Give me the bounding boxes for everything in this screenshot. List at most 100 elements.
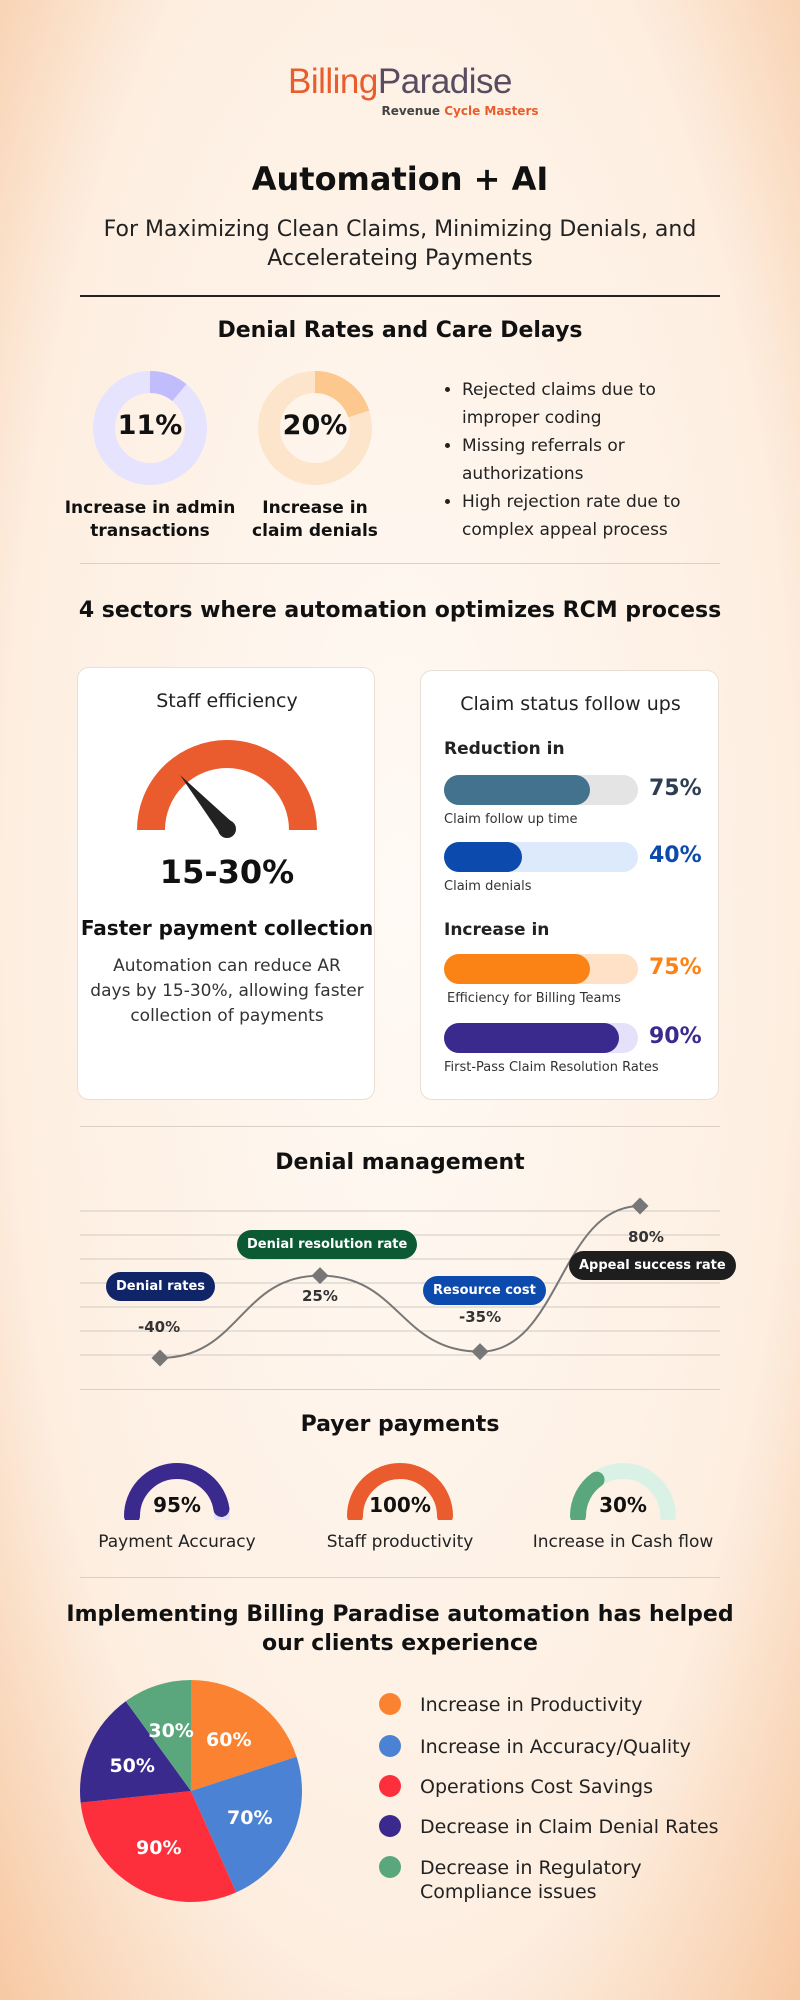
gauge-fill [124, 1462, 230, 1520]
legend-swatch [379, 1815, 401, 1837]
legend-line-1: Decrease in Regulatory [420, 1857, 642, 1879]
metric-value: -40% [138, 1318, 181, 1336]
page-title: Automation + AI [251, 160, 549, 198]
donut-denials-label: Increase in claim denials [225, 497, 405, 543]
pie-slice-label: 70% [227, 1807, 272, 1829]
increase-label: Increase in [444, 920, 550, 940]
legend-line-1: Increase in Productivity [420, 1694, 643, 1716]
data-point-marker [311, 1267, 329, 1285]
section-divider [80, 563, 720, 564]
denial-rates-title: Denial Rates and Care Delays [217, 318, 583, 343]
progress-caption: First-Pass Claim Resolution Rates [444, 1060, 659, 1075]
subtitle-line-1: For Maximizing Clean Claims, Minimizing … [103, 217, 697, 242]
donut-segment [258, 371, 372, 485]
donut-denials-label-1: Increase in [262, 498, 368, 518]
section-divider [80, 1577, 720, 1578]
payer-gauge-value: 100% [369, 1493, 431, 1517]
trend-line [159, 1205, 641, 1359]
data-point-marker [471, 1343, 489, 1361]
logo-tagline: Revenue Cycle Masters [120, 104, 800, 118]
payer-gauge: 30% Increase in Cash flow [513, 1460, 733, 1570]
donut-denials-label-2: claim denials [252, 521, 378, 541]
progress-track [444, 775, 638, 805]
progress-caption: Claim follow up time [444, 812, 578, 827]
gauge-fill [347, 1463, 453, 1520]
progress-caption: Efficiency for Billing Teams [447, 991, 621, 1006]
clients-title-line-2: our clients experience [262, 1631, 538, 1656]
pie-slice [191, 1680, 297, 1791]
payer-gauge-value: 95% [153, 1493, 201, 1517]
staff-efficiency-card: Staff efficiency 15-30% Faster payment c… [77, 667, 375, 1100]
pie-slice-label: 60% [206, 1729, 251, 1751]
payer-gauge-arc [347, 1463, 453, 1520]
donut-denials-chart [258, 371, 372, 485]
legend-item: Increase in Productivity [379, 1693, 739, 1717]
donut-admin-chart [93, 371, 207, 485]
metric-value: 80% [628, 1228, 664, 1246]
legend-swatch [379, 1775, 401, 1797]
legend-item: Increase in Accuracy/Quality [379, 1735, 739, 1759]
sectors-title: 4 sectors where automation optimizes RCM… [78, 598, 722, 623]
donut-segment [93, 371, 207, 485]
logo-tag-part1: Revenue [381, 104, 445, 118]
denial-reasons-list: Rejected claims due to improper coding M… [440, 376, 720, 544]
payer-gauge-arc [124, 1462, 230, 1520]
donut-denials-value: 20% [282, 410, 348, 441]
speedometer-needle [180, 775, 233, 835]
progress-track [444, 842, 638, 872]
metric-pill-label: Denial resolution rate [237, 1230, 418, 1259]
progress-track [444, 1023, 638, 1053]
progress-fill [444, 1023, 619, 1053]
metric-value: 25% [302, 1287, 338, 1305]
denial-management-title: Denial management [275, 1150, 525, 1175]
staff-text-line-3: collection of payments [130, 1006, 324, 1026]
clients-title: Implementing Billing Paradise automation… [0, 1600, 800, 1658]
payer-gauge-label: Staff productivity [326, 1532, 474, 1552]
logo-paradise: Paradise [377, 62, 513, 101]
staff-card-heading: Faster payment collection [80, 916, 374, 940]
progress-track [444, 954, 638, 984]
staff-text-line-2: days by 15-30%, allowing faster [90, 981, 364, 1001]
clients-title-line-1: Implementing Billing Paradise automation… [66, 1602, 734, 1627]
section-divider [80, 1126, 720, 1127]
payer-payments-title: Payer payments [300, 1412, 500, 1437]
pie-slice [80, 1701, 191, 1803]
denial-reason-item: Rejected claims due to improper coding [462, 376, 720, 432]
logo: BillingParadise Revenue Cycle Masters [0, 62, 800, 118]
gauge-fill [570, 1471, 605, 1520]
logo-billing: Billing [287, 62, 378, 101]
metric-pill-label: Resource cost [423, 1276, 546, 1305]
legend-item: Decrease in Regulatory Compliance issues [379, 1856, 739, 1904]
subtitle-line-2: Accelerateing Payments [267, 246, 533, 271]
payer-gauge: 100% Staff productivity [290, 1460, 510, 1570]
reduction-label: Reduction in [444, 739, 565, 759]
progress-fill [444, 842, 522, 872]
legend-line-1: Decrease in Claim Denial Rates [420, 1816, 719, 1838]
pie-slice-label: 30% [148, 1720, 193, 1742]
logo-tag-part2: Cycle Masters [444, 104, 539, 118]
staff-text-line-1: Automation can reduce AR [113, 956, 341, 976]
claim-card-title: Claim status follow ups [460, 693, 681, 715]
payer-gauge-value: 30% [599, 1493, 647, 1517]
donut-admin-label-2: transactions [90, 521, 210, 541]
donut-denials: 20% [255, 368, 375, 488]
metric-pill-label: Denial rates [106, 1272, 216, 1301]
donut-admin-label-1: Increase in admin [64, 498, 236, 518]
legend-text: Decrease in Claim Denial Rates [420, 1815, 739, 1839]
pie-slice [80, 1791, 237, 1902]
speedometer-hub [218, 820, 236, 838]
legend-text: Increase in Productivity [420, 1693, 739, 1717]
progress-value: 75% [649, 776, 702, 801]
progress-value: 75% [649, 955, 702, 980]
section-divider [80, 1389, 720, 1390]
data-point-marker [631, 1197, 649, 1215]
legend-line-1: Operations Cost Savings [420, 1776, 654, 1798]
pie-slice [191, 1756, 303, 1893]
data-point-marker [151, 1349, 169, 1367]
denial-reason-item: Missing referrals or authorizations [462, 432, 720, 488]
header-divider [80, 295, 720, 297]
legend-line-1: Increase in Accuracy/Quality [420, 1736, 691, 1758]
progress-caption: Claim denials [444, 879, 532, 894]
progress-value: 40% [649, 843, 702, 868]
staff-gauge-value: 15-30% [159, 853, 295, 891]
